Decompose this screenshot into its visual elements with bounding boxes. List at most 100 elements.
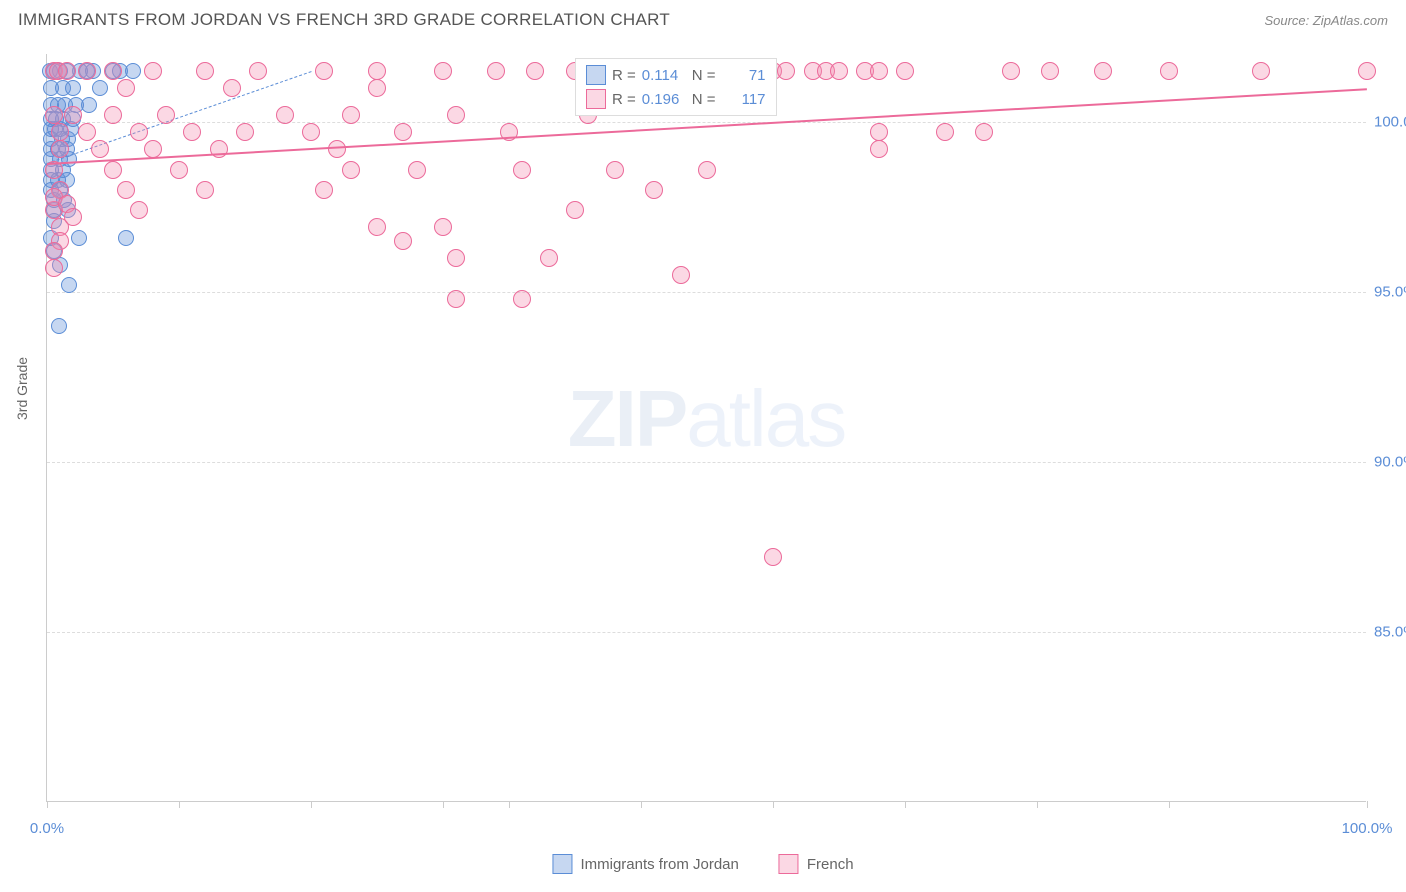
data-point [71,230,87,246]
ytick-label: 95.0% [1374,284,1406,301]
data-point [64,208,82,226]
stats-row: R =0.196N =117 [576,87,776,111]
data-point [315,62,333,80]
xtick [1169,801,1170,808]
data-point [104,62,122,80]
gridline [47,462,1366,463]
data-point [540,249,558,267]
data-point [183,123,201,141]
r-label: R = [612,67,636,84]
data-point [606,161,624,179]
chart-header: IMMIGRANTS FROM JORDAN VS FRENCH 3RD GRA… [0,0,1406,36]
data-point [157,106,175,124]
data-point [342,161,360,179]
data-point [394,232,412,250]
r-label: R = [612,91,636,108]
ytick-label: 100.0% [1374,114,1406,131]
bottom-legend: Immigrants from Jordan French [552,854,853,874]
data-point [698,161,716,179]
data-point [566,201,584,219]
data-point [78,62,96,80]
data-point [368,79,386,97]
data-point [1094,62,1112,80]
data-point [1358,62,1376,80]
ytick-label: 90.0% [1374,454,1406,471]
xtick [179,801,180,808]
xtick [1037,801,1038,808]
stats-swatch [586,89,606,109]
y-axis-label: 3rd Grade [14,357,30,420]
legend-item-french: French [779,854,854,874]
data-point [1041,62,1059,80]
data-point [65,80,81,96]
xtick [1367,801,1368,808]
data-point [223,79,241,97]
data-point [870,140,888,158]
data-point [487,62,505,80]
data-point [117,181,135,199]
data-point [645,181,663,199]
data-point [434,218,452,236]
data-point [236,123,254,141]
data-point [368,62,386,80]
data-point [104,161,122,179]
data-point [870,62,888,80]
n-value: 117 [722,91,766,108]
data-point [342,106,360,124]
data-point [526,62,544,80]
data-point [51,318,67,334]
xtick [47,801,48,808]
data-point [130,201,148,219]
stats-swatch [586,65,606,85]
xtick [509,801,510,808]
data-point [408,161,426,179]
gridline [47,632,1366,633]
data-point [81,97,97,113]
xtick-label: 100.0% [1342,820,1393,837]
ytick-label: 85.0% [1374,624,1406,641]
stats-row: R =0.114N =71 [576,63,776,87]
data-point [328,140,346,158]
data-point [777,62,795,80]
legend-label-french: French [807,856,854,873]
data-point [447,106,465,124]
watermark: ZIPatlas [568,372,845,464]
gridline [47,292,1366,293]
data-point [58,62,76,80]
data-point [61,277,77,293]
data-point [118,230,134,246]
legend-item-jordan: Immigrants from Jordan [552,854,738,874]
data-point [764,548,782,566]
xtick [905,801,906,808]
legend-swatch-french [779,854,799,874]
data-point [64,106,82,124]
r-value: 0.114 [642,67,686,84]
data-point [975,123,993,141]
data-point [830,62,848,80]
chart-title: IMMIGRANTS FROM JORDAN VS FRENCH 3RD GRA… [18,10,670,30]
data-point [130,123,148,141]
data-point [92,80,108,96]
data-point [447,249,465,267]
xtick [443,801,444,808]
stats-box: R =0.114N =71R =0.196N =117 [575,58,777,116]
data-point [51,123,69,141]
data-point [91,140,109,158]
data-point [196,181,214,199]
scatter-plot-area: ZIPatlas 85.0%90.0%95.0%100.0%0.0%100.0%… [46,54,1366,802]
n-value: 71 [722,67,766,84]
data-point [45,259,63,277]
n-label: N = [692,91,716,108]
xtick [773,801,774,808]
data-point [1002,62,1020,80]
data-point [870,123,888,141]
data-point [513,161,531,179]
data-point [513,290,531,308]
data-point [249,62,267,80]
data-point [672,266,690,284]
data-point [104,106,122,124]
data-point [125,63,141,79]
data-point [302,123,320,141]
data-point [144,62,162,80]
data-point [394,123,412,141]
